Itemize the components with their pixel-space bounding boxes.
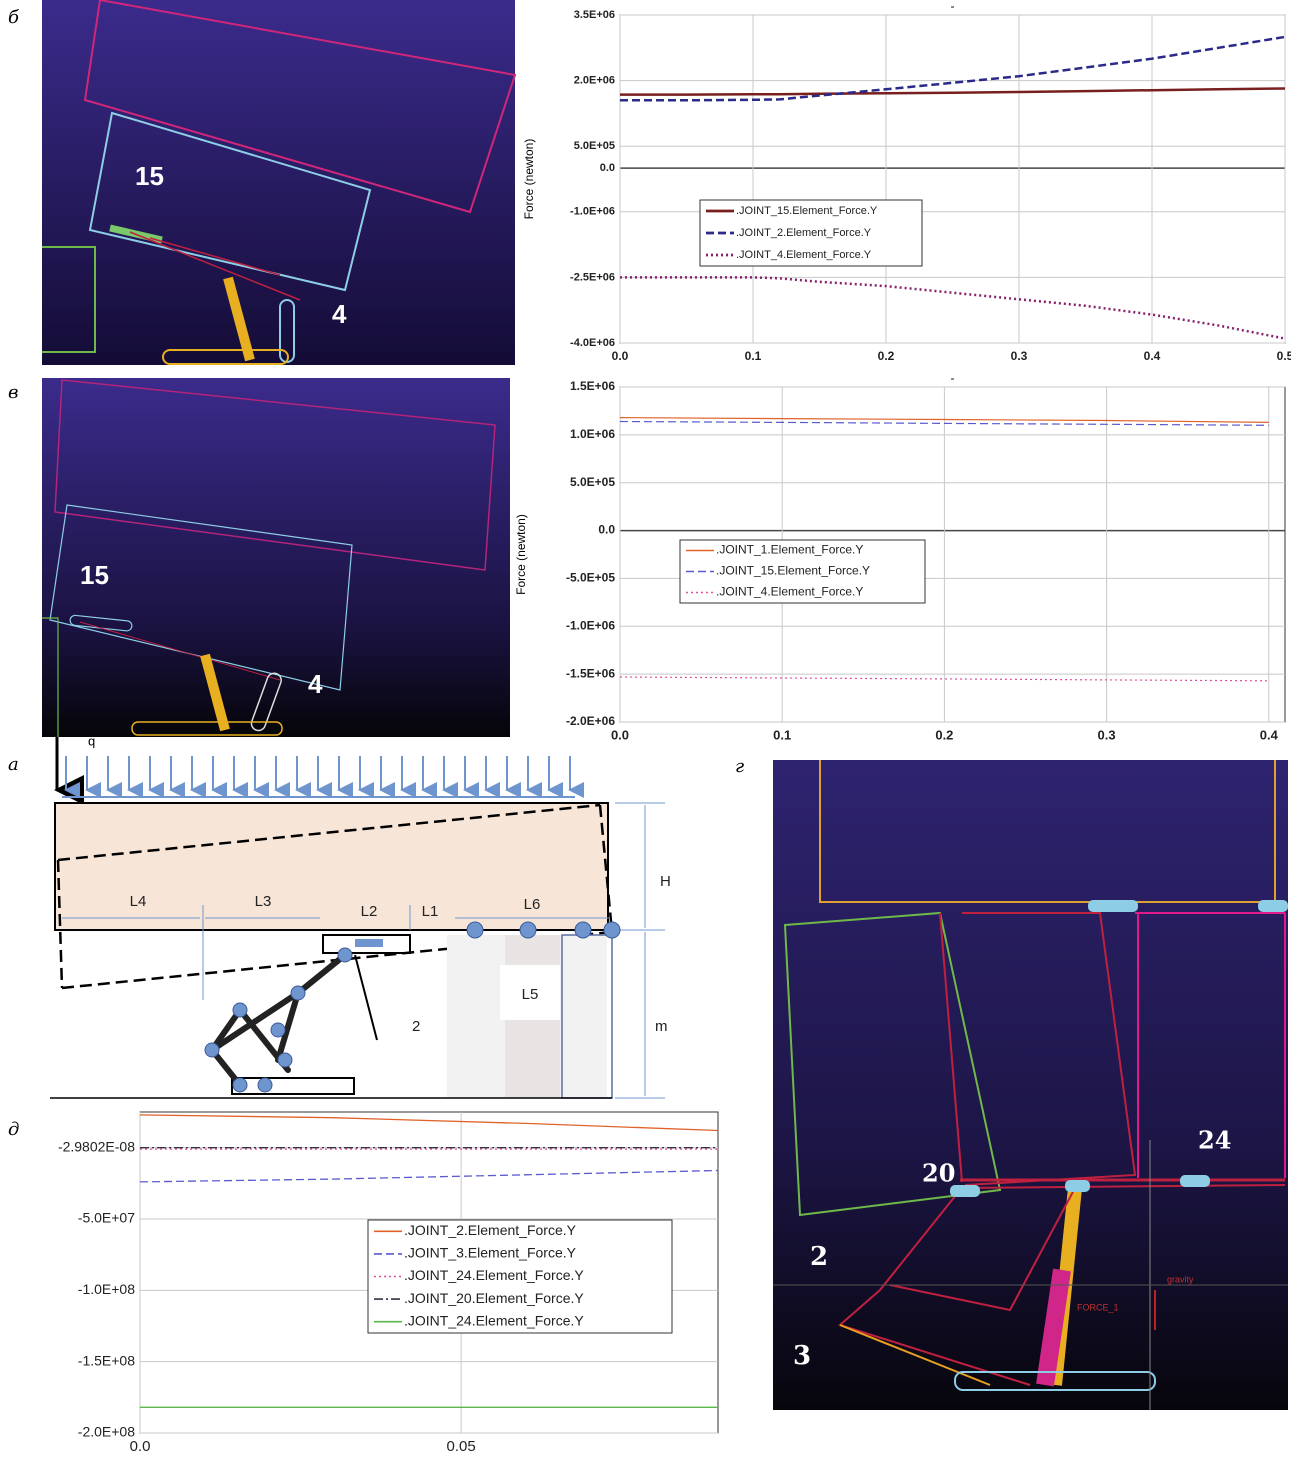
y-tick-label: -2.0E+08 — [78, 1424, 135, 1440]
x-tick-label: 0.1 — [745, 349, 762, 363]
part-label: 2 — [412, 1018, 420, 1035]
x-tick-label: 0.4 — [1144, 349, 1161, 363]
y-tick-label: -1.0E+06 — [570, 206, 615, 218]
x-tick-label: 0.0 — [611, 727, 629, 742]
scene-g: gravity FORCE_1 20 24 2 3 — [773, 760, 1288, 1410]
x-tick-label: 0.05 — [447, 1438, 476, 1455]
legend-label: .JOINT_4.Element_Force.Y — [736, 249, 872, 261]
x-tick-label: 0.0 — [130, 1438, 151, 1455]
x-tick-label: 0.2 — [935, 727, 953, 742]
legend-label: .JOINT_1.Element_Force.Y — [716, 543, 863, 557]
dim-label: L1 — [422, 903, 439, 920]
legend-label: .JOINT_24.Element_Force.Y — [404, 1267, 584, 1283]
y-tick-label: 3.5E+06 — [574, 9, 615, 21]
load-label: q — [88, 733, 95, 748]
scene-label: 24 — [1198, 1126, 1231, 1155]
scene-label: 20 — [922, 1159, 955, 1188]
y-tick-label: 5.0E+05 — [570, 475, 615, 489]
legend-label: .JOINT_20.Element_Force.Y — [404, 1290, 584, 1306]
x-tick-label: 0.1 — [773, 727, 791, 742]
figure: б в а д г 15 4 15 4 q L4 L3 L2 L1 L6 L5 … — [0, 0, 1291, 1463]
scene-tag: gravity — [1167, 1274, 1194, 1284]
dim-label: m — [655, 1018, 668, 1035]
y-tick-label: -5.0E+05 — [566, 571, 615, 585]
chart-title: - — [951, 0, 955, 13]
chart-title: - — [951, 371, 955, 385]
y-tick-label: 0.0 — [600, 162, 615, 174]
y-axis-label: Force (newton) — [514, 514, 528, 595]
dim-label: L2 — [361, 903, 378, 920]
scene-v: 15 4 — [42, 378, 510, 737]
y-tick-label: 1.0E+06 — [570, 427, 615, 441]
panel-label: б — [8, 7, 20, 28]
panel-label: г — [735, 756, 744, 777]
scene-tag: FORCE_1 — [1077, 1302, 1119, 1312]
dim-label: L4 — [130, 893, 147, 910]
y-tick-label: -5.0E+07 — [78, 1210, 135, 1226]
x-tick-label: 0.3 — [1098, 727, 1116, 742]
dim-label: H — [660, 873, 671, 890]
x-tick-label: 0.0 — [612, 349, 629, 363]
schematic: q L4 L3 L2 L1 L6 L5 H m 2 — [50, 733, 671, 1098]
y-tick-label: -1.0E+08 — [78, 1281, 135, 1297]
y-tick-label: 2.0E+06 — [574, 75, 615, 87]
dim-label: L6 — [524, 896, 541, 913]
scene-label: 15 — [80, 560, 109, 590]
legend-label: .JOINT_15.Element_Force.Y — [736, 205, 878, 217]
panel-label: д — [8, 1119, 19, 1140]
y-tick-label: 5.0E+05 — [574, 140, 615, 152]
plot-area — [620, 15, 1285, 343]
y-tick-label: 1.5E+06 — [570, 379, 615, 393]
legend-label: .JOINT_4.Element_Force.Y — [716, 585, 863, 599]
scene-label: 2 — [810, 1242, 828, 1272]
x-tick-label: 0.5 — [1277, 349, 1291, 363]
dim-label: L3 — [255, 893, 272, 910]
scene-label: 3 — [793, 1341, 811, 1371]
y-tick-label: -1.0E+06 — [566, 618, 615, 632]
y-tick-label: -1.5E+08 — [78, 1352, 135, 1368]
x-tick-label: 0.3 — [1011, 349, 1028, 363]
dim-label: L5 — [522, 986, 539, 1003]
scene-label: 15 — [135, 161, 164, 191]
legend-label: .JOINT_15.Element_Force.Y — [716, 564, 870, 578]
scene-label: 4 — [308, 669, 323, 699]
y-tick-label: -4.0E+06 — [570, 337, 615, 349]
x-tick-label: 0.4 — [1260, 727, 1279, 742]
y-tick-label: 0.0 — [598, 523, 615, 537]
y-tick-label: -1.5E+06 — [566, 666, 615, 680]
x-tick-label: 0.2 — [878, 349, 895, 363]
y-axis-label: Force (newton) — [522, 139, 536, 220]
legend-label: .JOINT_2.Element_Force.Y — [736, 227, 872, 239]
panel-label: а — [8, 754, 19, 775]
panel-label: в — [8, 382, 18, 403]
y-tick-label: -2.9802E-08 — [58, 1138, 135, 1154]
legend-label: .JOINT_2.Element_Force.Y — [404, 1222, 577, 1238]
legend-label: .JOINT_24.Element_Force.Y — [404, 1312, 584, 1328]
y-tick-label: -2.5E+06 — [570, 271, 615, 283]
scene-b: 15 4 — [42, 0, 515, 365]
legend-label: .JOINT_3.Element_Force.Y — [404, 1245, 577, 1261]
y-tick-label: -2.0E+06 — [566, 714, 615, 728]
scene-label: 4 — [332, 299, 347, 329]
